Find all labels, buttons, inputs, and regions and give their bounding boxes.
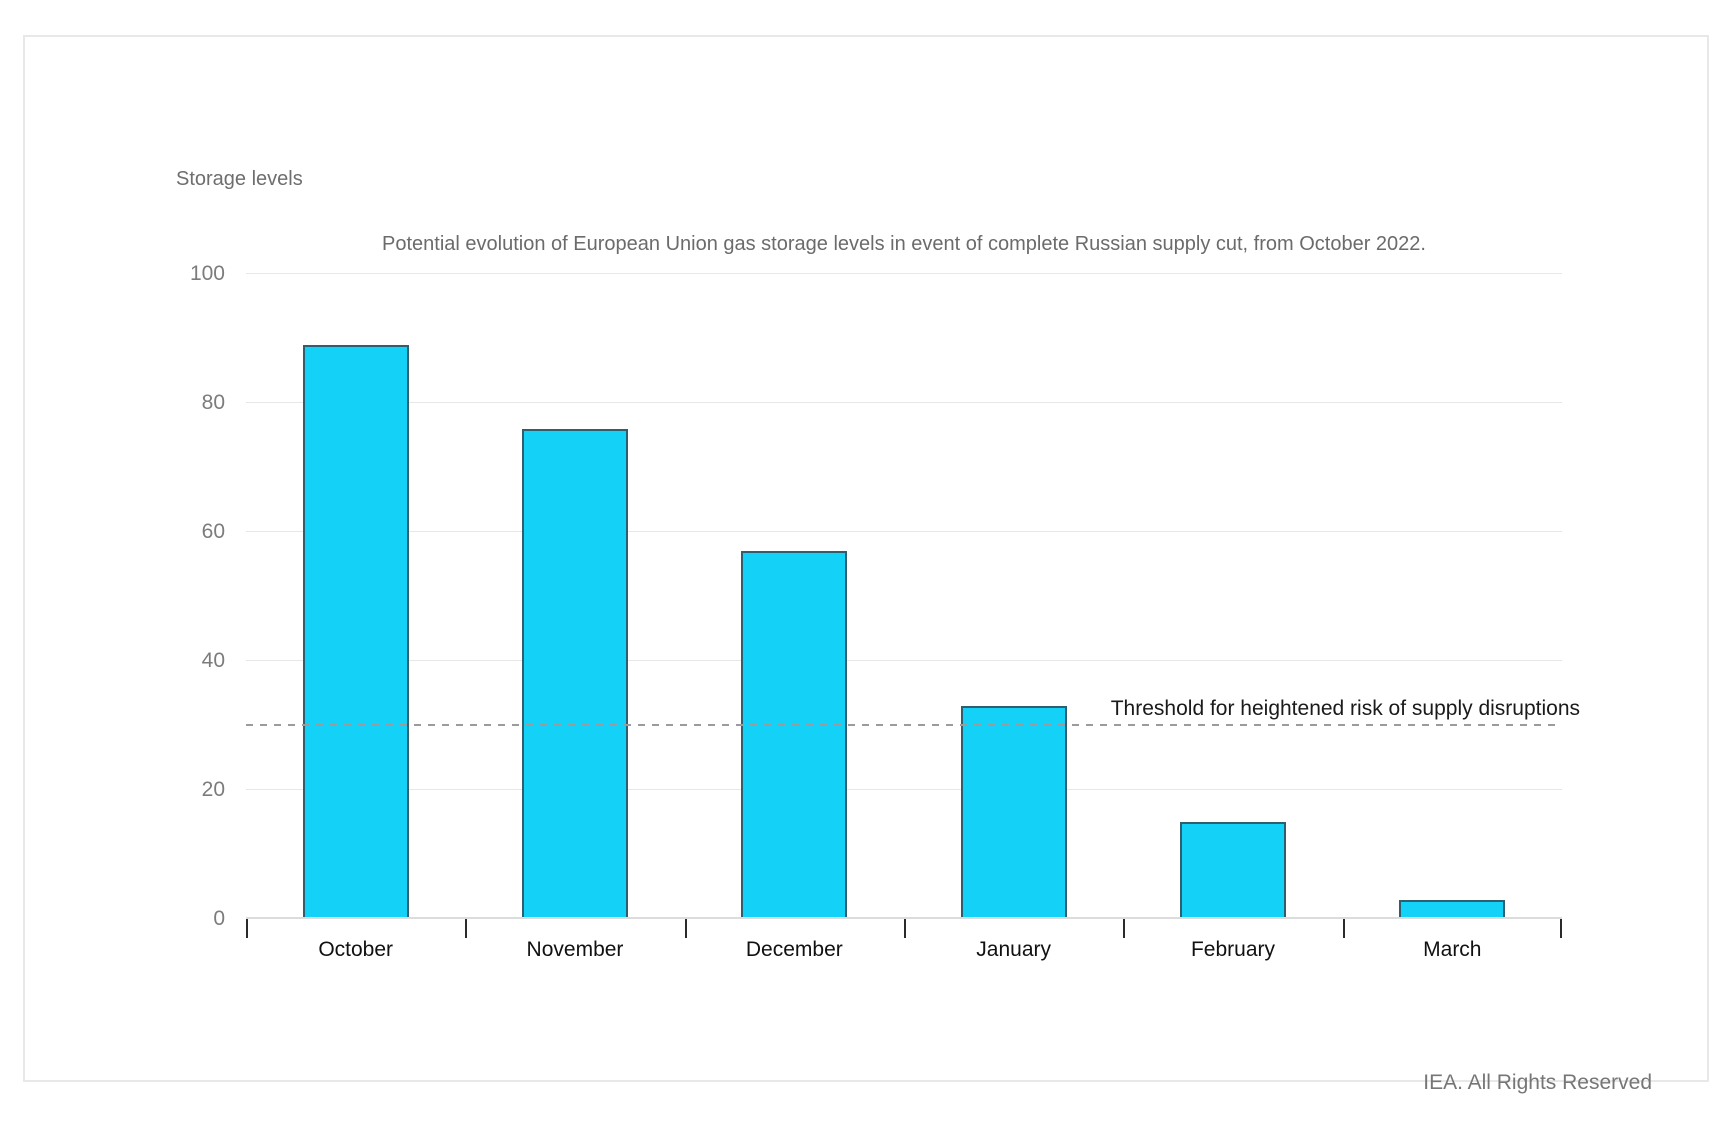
x-axis-tick — [1123, 919, 1125, 938]
gridline-20 — [246, 789, 1562, 790]
y-tick-label-100: 100 — [189, 262, 225, 285]
x-axis-tick — [904, 919, 906, 938]
y-axis-tick-labels: 0 20 40 60 80 100 — [135, 262, 225, 930]
threshold-label: Threshold for heightened risk of supply … — [1110, 696, 1580, 720]
x-axis-tick — [1343, 919, 1345, 938]
y-tick-label-40: 40 — [201, 649, 225, 672]
chart-title: Potential evolution of European Union ga… — [382, 233, 1426, 255]
bar-february — [1180, 822, 1286, 919]
x-label-january: January — [976, 938, 1052, 961]
chart-card: Storage levels Potential evolution of Eu… — [23, 35, 1709, 1094]
x-axis-category-labels: October November December January February Ma… — [246, 938, 1562, 968]
x-label-february: February — [1190, 938, 1275, 961]
x-label-march: March — [1423, 938, 1482, 961]
bar-october — [302, 344, 409, 919]
x-axis-line — [246, 917, 1562, 919]
x-axis-tick — [1560, 919, 1562, 938]
threshold-dashed-line — [246, 723, 1562, 726]
gridline-100 — [246, 273, 1562, 274]
y-axis-title: Storage levels — [176, 168, 303, 190]
y-tick-label-20: 20 — [201, 778, 225, 801]
y-tick-label-60: 60 — [201, 520, 225, 543]
bar-november — [522, 428, 628, 919]
gridline-40 — [246, 660, 1562, 661]
bar-december — [741, 551, 848, 919]
x-label-november: November — [526, 938, 624, 961]
x-label-december: December — [745, 938, 843, 961]
x-label-october: October — [318, 938, 394, 961]
x-axis-tick — [465, 919, 467, 938]
gridline-80 — [246, 402, 1562, 403]
copyright-watermark: IEA. All Rights Reserved — [1423, 1071, 1652, 1094]
y-tick-label-0: 0 — [213, 907, 225, 930]
bar-january — [960, 706, 1067, 919]
y-tick-label-80: 80 — [201, 391, 225, 414]
x-axis-ticks — [246, 919, 1562, 939]
x-axis-tick — [685, 919, 687, 938]
gridline-60 — [246, 531, 1562, 532]
plot-area: Threshold for heightened risk of supply … — [246, 273, 1580, 919]
x-axis-tick — [246, 919, 248, 938]
